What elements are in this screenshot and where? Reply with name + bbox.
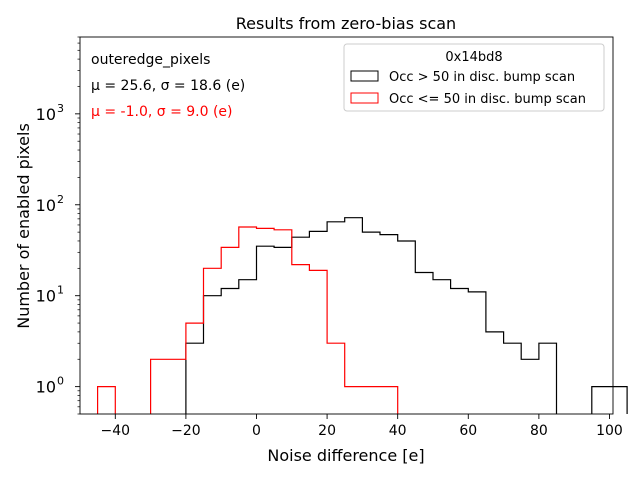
x-tick-label: 80 <box>530 423 548 439</box>
y-tick-label: 10 <box>36 105 56 124</box>
annotation-stats-black: μ = 25.6, σ = 18.6 (e) <box>91 78 245 94</box>
x-tick-label: −40 <box>101 423 131 439</box>
x-tick-label: 20 <box>318 423 336 439</box>
x-axis-label: Noise difference [e] <box>267 446 424 465</box>
histogram-series-2-segment-1 <box>97 386 116 414</box>
legend-swatch-red <box>350 92 379 104</box>
x-tick-label: −20 <box>171 423 201 439</box>
histogram-series-2-segment-2 <box>150 226 399 414</box>
x-tick-label: 0 <box>252 423 261 439</box>
y-tick-label-exponent: 3 <box>57 102 64 115</box>
legend-label-black: Occ > 50 in disc. bump scan <box>389 70 575 85</box>
chart-title: Results from zero-bias scan <box>236 14 456 33</box>
plot-frame <box>79 36 614 415</box>
series-layer <box>97 217 628 414</box>
histogram-series-1-segment-1 <box>185 217 558 414</box>
y-tick-label: 10 <box>36 378 56 397</box>
legend-label-red: Occ <= 50 in disc. bump scan <box>389 92 586 107</box>
annotation-name: outeredge_pixels <box>91 52 210 68</box>
legend: 0x14bd8 Occ > 50 in disc. bump scan Occ … <box>343 43 605 112</box>
y-tick-label-exponent: 0 <box>57 375 64 388</box>
legend-box <box>343 43 605 112</box>
annotation-stats-red: μ = -1.0, σ = 9.0 (e) <box>91 104 233 120</box>
x-tick-label: 100 <box>596 423 623 439</box>
y-tick-label-exponent: 2 <box>57 193 64 206</box>
legend-title: 0x14bd8 <box>445 50 502 65</box>
x-tick-label: 40 <box>389 423 407 439</box>
x-tick-label: 60 <box>459 423 477 439</box>
y-tick-label: 10 <box>36 287 56 306</box>
y-axis-label: Number of enabled pixels <box>14 123 33 329</box>
histogram-series-1-segment-2 <box>591 386 628 414</box>
legend-swatch-black <box>350 70 379 82</box>
y-tick-label-exponent: 1 <box>57 284 64 297</box>
y-tick-label: 10 <box>36 196 56 215</box>
